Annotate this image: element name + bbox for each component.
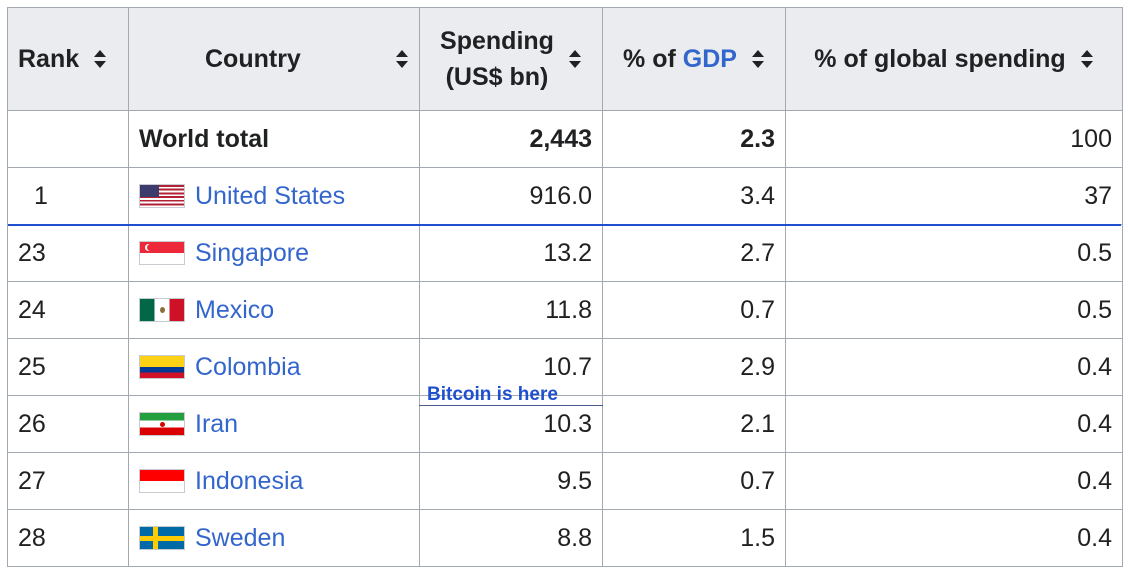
country-link[interactable]: United States	[195, 181, 346, 210]
gdp-cell: 0.7	[602, 452, 786, 510]
country-cell: Iran	[128, 395, 420, 453]
rank-cell	[7, 110, 129, 168]
sort-icon[interactable]	[568, 49, 582, 69]
gdp-link[interactable]: GDP	[682, 44, 737, 73]
gdp-cell: 2.1	[602, 395, 786, 453]
global-cell: 0.5	[785, 281, 1123, 339]
country-link[interactable]: Mexico	[195, 295, 275, 324]
spending-cell: 2,443	[419, 110, 603, 168]
table-row: 27 Indonesia 9.5 0.7 0.4	[7, 452, 1123, 510]
global-cell: 0.5	[785, 224, 1123, 282]
spending-cell: 13.2	[419, 224, 603, 282]
table-row: 1 United States 916.0 3.4 37	[7, 167, 1123, 225]
header-gdp[interactable]: % of GDP	[602, 7, 786, 111]
world-total-row: World total 2,443 2.3 100	[7, 110, 1123, 168]
country-cell: Indonesia	[128, 452, 420, 510]
flag-co-icon	[139, 355, 185, 379]
table-row: 26 Iran 10.3 2.1 0.4	[7, 395, 1123, 453]
rank-cell: 23	[7, 224, 129, 282]
flag-id-icon	[139, 469, 185, 493]
header-spending-line2: (US$ bn)	[445, 63, 549, 91]
rank-cell: 1	[7, 167, 129, 225]
rank-cell: 28	[7, 509, 129, 567]
country-link[interactable]: Singapore	[195, 238, 309, 267]
sort-icon[interactable]	[395, 49, 409, 69]
rank-cell: 26	[7, 395, 129, 453]
flag-sg-icon	[139, 241, 185, 265]
spending-cell: 9.5	[419, 452, 603, 510]
country-link[interactable]: Colombia	[195, 352, 301, 381]
military-spending-table: Rank Country Spending (US$ bn)	[7, 7, 1123, 567]
global-cell: 0.4	[785, 338, 1123, 396]
country-cell: United States	[128, 167, 420, 225]
header-spending[interactable]: Spending (US$ bn)	[419, 7, 603, 111]
country-cell: Colombia	[128, 338, 420, 396]
country-link[interactable]: Iran	[195, 409, 239, 438]
country-link[interactable]: Sweden	[195, 523, 286, 552]
header-gdp-prefix: % of	[623, 44, 676, 73]
global-cell: 100	[785, 110, 1123, 168]
sort-icon[interactable]	[751, 49, 765, 69]
spending-cell: 10.7	[419, 338, 603, 396]
gdp-cell: 2.7	[602, 224, 786, 282]
table-row: 24 Mexico 11.8 0.7 0.5	[7, 281, 1123, 339]
global-cell: 0.4	[785, 452, 1123, 510]
country-cell: Singapore	[128, 224, 420, 282]
header-global[interactable]: % of global spending	[785, 7, 1123, 111]
flag-se-icon	[139, 526, 185, 550]
world-total-label: World total	[128, 110, 420, 168]
rank-cell: 25	[7, 338, 129, 396]
sort-icon[interactable]	[1080, 49, 1094, 69]
flag-mx-icon	[139, 298, 185, 322]
gdp-cell: 2.9	[602, 338, 786, 396]
country-cell: Sweden	[128, 509, 420, 567]
table-row: 28 Sweden 8.8 1.5 0.4	[7, 509, 1123, 567]
gdp-cell: 3.4	[602, 167, 786, 225]
global-cell: 37	[785, 167, 1123, 225]
gdp-cell: 2.3	[602, 110, 786, 168]
spending-cell: 11.8	[419, 281, 603, 339]
country-link[interactable]: Indonesia	[195, 466, 304, 495]
flag-ir-icon	[139, 412, 185, 436]
rank-cell: 27	[7, 452, 129, 510]
header-country-label: Country	[205, 44, 301, 73]
header-rank[interactable]: Rank	[7, 7, 129, 111]
flag-us-icon	[139, 184, 185, 208]
country-cell: Mexico	[128, 281, 420, 339]
gdp-cell: 0.7	[602, 281, 786, 339]
header-rank-label: Rank	[18, 44, 80, 73]
sort-icon[interactable]	[93, 49, 107, 69]
header-global-label: % of global spending	[814, 44, 1066, 73]
rank-cell: 24	[7, 281, 129, 339]
gdp-cell: 1.5	[602, 509, 786, 567]
global-cell: 0.4	[785, 509, 1123, 567]
table-row: 25 Colombia 10.7 2.9 0.4	[7, 338, 1123, 396]
spending-cell: 10.3	[419, 395, 603, 453]
global-cell: 0.4	[785, 395, 1123, 453]
spending-cell: 8.8	[419, 509, 603, 567]
header-country[interactable]: Country	[128, 7, 420, 111]
table-row: 23 Singapore 13.2 2.7 0.5	[7, 224, 1123, 282]
spending-cell: 916.0	[419, 167, 603, 225]
header-spending-line1: Spending	[440, 27, 554, 55]
header-row: Rank Country Spending (US$ bn)	[7, 7, 1123, 111]
